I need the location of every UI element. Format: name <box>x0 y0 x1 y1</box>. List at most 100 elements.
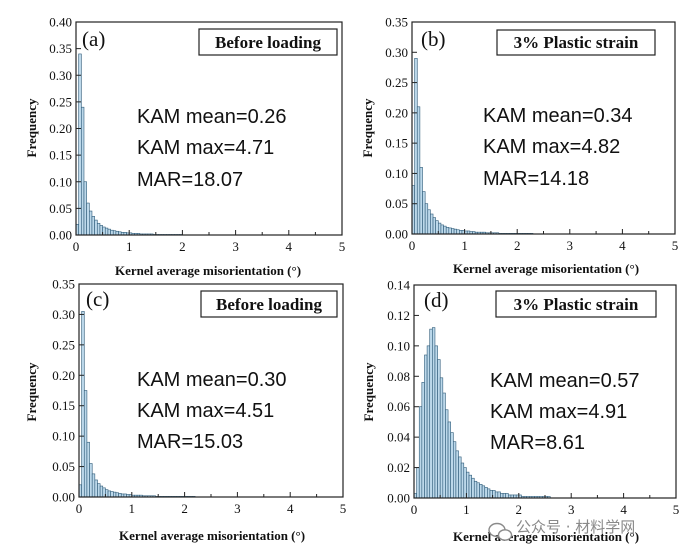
x-tick-label: 4 <box>620 502 627 517</box>
x-tick-label: 5 <box>672 238 679 253</box>
histogram-bar <box>471 477 475 499</box>
y-axis-title: Frequency <box>24 98 39 157</box>
x-tick-label: 2 <box>514 238 521 253</box>
histogram-bar <box>453 228 458 235</box>
condition-label: Before loading <box>215 33 321 52</box>
histogram-bar <box>83 181 87 236</box>
y-tick-label: 0.35 <box>49 41 72 56</box>
y-tick-labels: 0.00 0.05 0.10 0.15 0.20 0.25 0.30 0.35 0.40 <box>49 15 72 243</box>
histogram-bar <box>484 487 488 499</box>
y-tick-label: 0.25 <box>52 337 75 352</box>
histogram-bar <box>418 406 423 499</box>
condition-box <box>198 28 338 56</box>
kam-mean-text: KAM mean=0.30 <box>137 369 287 391</box>
y-tick-label: 0.30 <box>385 45 408 60</box>
histogram-bar <box>430 213 434 235</box>
x-tick-label: 4 <box>619 238 626 253</box>
histogram-bar <box>91 473 96 498</box>
x-tick-label: 3 <box>232 239 239 254</box>
histogram-bar <box>107 228 111 236</box>
y-tick-label: 0.00 <box>49 228 72 243</box>
x-tick-label: 3 <box>568 502 575 517</box>
kam-max-text: KAM max=4.91 <box>490 401 627 423</box>
y-tick-label: 0.40 <box>49 15 72 30</box>
plot-frame <box>411 21 676 235</box>
mar-text: MAR=15.03 <box>137 431 243 453</box>
x-tick-label: 5 <box>673 502 680 517</box>
histogram-bar <box>505 493 509 499</box>
histogram-bar <box>422 191 426 235</box>
histogram-bar <box>83 390 88 498</box>
histogram-bar <box>437 359 441 499</box>
kam-max-text: KAM max=4.71 <box>137 137 274 159</box>
histogram-bar <box>494 491 499 499</box>
histogram-bar <box>448 227 452 235</box>
histogram-bar <box>104 227 109 236</box>
histogram-bar <box>447 421 451 499</box>
panel-tag: (d) <box>424 288 449 312</box>
histogram-bar <box>416 106 421 235</box>
plot-frame <box>75 21 343 236</box>
condition-label: 3% Plastic strain <box>514 33 639 52</box>
panel-c: Frequency Kernel average misorientation … <box>24 277 346 544</box>
histogram-bar <box>476 482 480 499</box>
histogram-bar <box>89 463 93 498</box>
x-tick-label: 2 <box>181 501 188 516</box>
histogram-bar <box>97 483 101 498</box>
mar-text: MAR=8.61 <box>490 432 585 454</box>
y-tick-label: 0.05 <box>385 196 408 211</box>
histogram-bar <box>419 167 423 235</box>
panel-b: Frequency Kernel average misorientation … <box>360 15 678 277</box>
histogram-bar <box>468 474 472 499</box>
histogram-bar <box>432 217 436 235</box>
histogram-bar <box>460 462 465 499</box>
y-tick-label: 0.30 <box>52 307 75 322</box>
histogram-bar <box>455 450 459 499</box>
histogram-bar <box>115 492 119 498</box>
y-tick-label: 0.25 <box>385 75 408 90</box>
histogram-bar <box>416 467 420 499</box>
histogram-bar <box>78 53 82 236</box>
y-tick-label: 0.14 <box>387 278 410 293</box>
y-tick-label: 0.20 <box>49 121 72 136</box>
histogram-bar <box>456 229 460 235</box>
histogram-bar <box>445 409 449 499</box>
histogram-bar <box>424 203 429 235</box>
histogram-bar <box>81 311 85 498</box>
x-tick-label: 5 <box>339 239 346 254</box>
histogram-bar <box>91 216 95 236</box>
y-tick-label: 0.15 <box>385 136 408 151</box>
x-tick-labels: 0 1 2 3 4 5 <box>409 238 679 253</box>
panel-tag: (a) <box>82 27 105 51</box>
x-tick-label: 2 <box>516 502 523 517</box>
histogram-bar <box>442 392 446 499</box>
panel-d: Frequency Kernel average misorientation … <box>361 278 679 545</box>
histogram-bar <box>424 354 428 499</box>
condition-box <box>496 29 656 56</box>
histogram-bar <box>434 345 438 499</box>
x-tick-label: 2 <box>179 239 186 254</box>
y-tick-labels: 0.00 0.05 0.10 0.15 0.20 0.25 0.30 0.35 <box>385 15 408 242</box>
x-tick-label: 1 <box>126 239 133 254</box>
y-tick-label: 0.15 <box>49 148 72 163</box>
condition-label: Before loading <box>216 295 322 314</box>
y-tick-label: 0.00 <box>52 490 75 505</box>
panel-tag: (b) <box>421 27 446 51</box>
y-axis-title: Frequency <box>360 98 375 157</box>
y-tick-label: 0.30 <box>49 68 72 83</box>
x-tick-labels: 0 1 2 3 4 5 <box>76 501 347 516</box>
y-tick-label: 0.05 <box>52 459 75 474</box>
histogram-bar <box>500 493 504 499</box>
histogram-bars <box>78 311 196 498</box>
histogram-bar <box>426 345 431 499</box>
histogram-bar <box>452 441 457 499</box>
mar-text: MAR=18.07 <box>137 169 243 191</box>
x-tick-label: 4 <box>286 239 293 254</box>
histogram-bar <box>110 229 114 236</box>
y-axis-title: Frequency <box>24 362 39 421</box>
y-tick-label: 0.10 <box>52 429 75 444</box>
histogram-bar <box>497 491 501 499</box>
y-tick-label: 0.10 <box>385 166 408 181</box>
panel-a: Frequency Kernel average misorientation … <box>24 15 345 279</box>
x-tick-label: 0 <box>73 239 80 254</box>
